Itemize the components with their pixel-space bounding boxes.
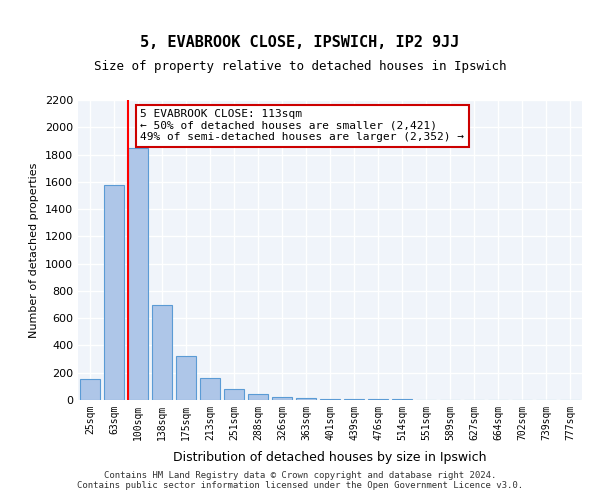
Y-axis label: Number of detached properties: Number of detached properties — [29, 162, 40, 338]
Bar — [104, 185, 124, 400]
X-axis label: Distribution of detached houses by size in Ipswich: Distribution of detached houses by size … — [173, 451, 487, 464]
Text: Size of property relative to detached houses in Ipswich: Size of property relative to detached ho… — [94, 60, 506, 73]
Bar — [320, 398, 340, 400]
Bar — [344, 399, 364, 400]
Bar — [128, 148, 148, 400]
Bar — [296, 398, 316, 400]
Text: 5 EVABROOK CLOSE: 113sqm
← 50% of detached houses are smaller (2,421)
49% of sem: 5 EVABROOK CLOSE: 113sqm ← 50% of detach… — [140, 109, 464, 142]
Text: 5, EVABROOK CLOSE, IPSWICH, IP2 9JJ: 5, EVABROOK CLOSE, IPSWICH, IP2 9JJ — [140, 35, 460, 50]
Text: Contains HM Land Registry data © Crown copyright and database right 2024.
Contai: Contains HM Land Registry data © Crown c… — [77, 470, 523, 490]
Bar — [152, 304, 172, 400]
Bar — [272, 396, 292, 400]
Bar — [224, 389, 244, 400]
Bar — [176, 356, 196, 400]
Bar — [80, 379, 100, 400]
Bar — [248, 394, 268, 400]
Bar — [200, 378, 220, 400]
